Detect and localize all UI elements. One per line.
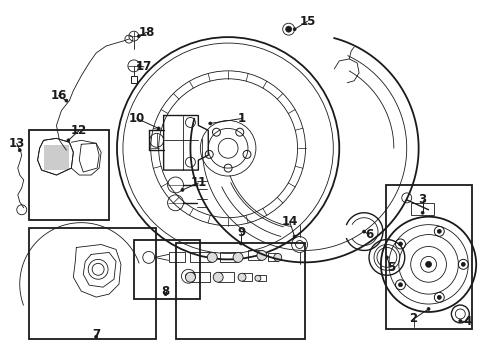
- Bar: [190, 272, 210, 282]
- Text: 10: 10: [128, 112, 144, 125]
- Bar: [218, 272, 234, 282]
- Circle shape: [425, 261, 431, 267]
- Circle shape: [67, 139, 70, 142]
- Circle shape: [137, 64, 140, 67]
- Circle shape: [273, 253, 281, 261]
- Bar: [242, 273, 251, 281]
- Circle shape: [95, 335, 98, 338]
- Text: 16: 16: [50, 89, 66, 102]
- Text: 13: 13: [9, 137, 25, 150]
- Bar: [168, 252, 185, 262]
- Bar: [43, 145, 69, 170]
- Circle shape: [213, 272, 223, 282]
- Circle shape: [420, 211, 423, 214]
- Bar: [410, 203, 433, 215]
- Circle shape: [426, 307, 429, 310]
- Circle shape: [436, 296, 440, 300]
- Bar: [385, 185, 471, 329]
- Circle shape: [458, 319, 461, 323]
- Circle shape: [292, 235, 296, 238]
- Text: 17: 17: [135, 60, 152, 73]
- Circle shape: [238, 273, 245, 281]
- Text: 7: 7: [92, 328, 100, 341]
- Circle shape: [254, 275, 260, 281]
- Bar: [220, 252, 238, 262]
- Bar: [29, 130, 109, 220]
- Text: 2: 2: [409, 312, 417, 325]
- Bar: [267, 253, 277, 261]
- Bar: [257, 275, 265, 281]
- Text: 4: 4: [462, 315, 470, 328]
- Text: 15: 15: [299, 15, 315, 28]
- Circle shape: [256, 251, 266, 260]
- Circle shape: [436, 229, 440, 233]
- Circle shape: [292, 28, 296, 31]
- Text: 12: 12: [71, 124, 87, 137]
- Circle shape: [185, 273, 191, 279]
- Circle shape: [18, 149, 21, 152]
- Circle shape: [207, 252, 217, 262]
- Circle shape: [157, 127, 160, 130]
- Circle shape: [239, 242, 242, 245]
- Bar: [190, 252, 212, 262]
- Text: 11: 11: [190, 176, 206, 189]
- Circle shape: [164, 293, 167, 296]
- Circle shape: [65, 99, 68, 102]
- Circle shape: [460, 262, 464, 266]
- Text: 9: 9: [236, 226, 244, 239]
- Bar: [175, 243, 304, 339]
- Text: 14: 14: [281, 215, 297, 228]
- Text: 18: 18: [138, 26, 155, 39]
- Circle shape: [362, 230, 365, 233]
- Text: 3: 3: [418, 193, 426, 206]
- Circle shape: [137, 35, 140, 37]
- Text: 1: 1: [238, 112, 245, 125]
- Bar: [131, 76, 137, 83]
- Circle shape: [181, 188, 183, 192]
- Circle shape: [398, 283, 402, 287]
- Circle shape: [208, 122, 211, 125]
- Bar: [134, 239, 200, 299]
- Circle shape: [185, 272, 195, 282]
- Text: 8: 8: [161, 285, 169, 298]
- Circle shape: [285, 26, 291, 32]
- Text: 5: 5: [386, 261, 394, 274]
- Text: 6: 6: [364, 228, 372, 241]
- Circle shape: [398, 242, 402, 246]
- Circle shape: [385, 256, 387, 259]
- Bar: [247, 251, 262, 260]
- Bar: [29, 228, 155, 339]
- Circle shape: [233, 252, 243, 262]
